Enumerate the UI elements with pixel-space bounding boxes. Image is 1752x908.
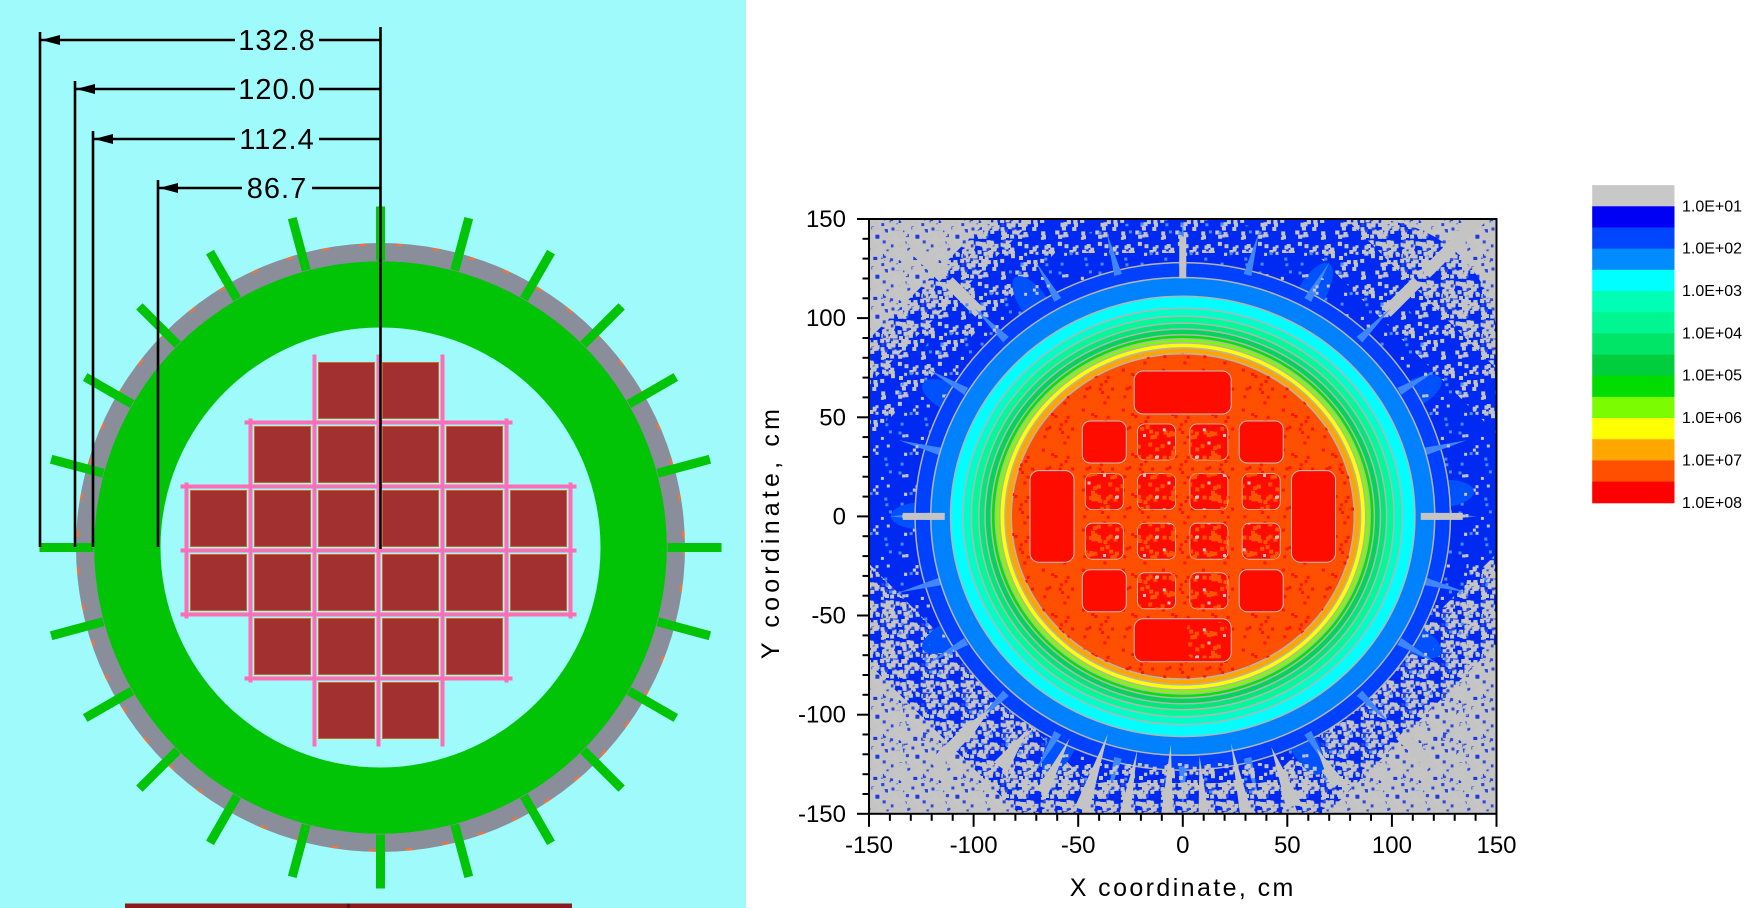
svg-text:-150: -150 [845, 832, 893, 859]
svg-text:1.0E+01: 1.0E+01 [1682, 198, 1742, 215]
svg-text:1.0E+07: 1.0E+07 [1682, 452, 1742, 469]
svg-text:-50: -50 [1061, 832, 1096, 859]
svg-text:-100: -100 [950, 832, 998, 859]
svg-text:1.0E+06: 1.0E+06 [1682, 410, 1742, 427]
svg-text:100: 100 [806, 305, 846, 332]
svg-text:0: 0 [1176, 832, 1189, 859]
svg-text:112.4: 112.4 [239, 124, 314, 156]
svg-text:86.7: 86.7 [247, 173, 307, 205]
svg-text:1.0E+03: 1.0E+03 [1682, 283, 1742, 300]
svg-text:50: 50 [1274, 832, 1301, 859]
svg-text:X coordinate, cm: X coordinate, cm [1070, 874, 1296, 902]
svg-text:0: 0 [833, 503, 846, 530]
svg-text:1.0E+02: 1.0E+02 [1682, 241, 1742, 258]
svg-text:-50: -50 [811, 603, 846, 630]
svg-text:50: 50 [819, 404, 846, 431]
svg-text:-150: -150 [798, 801, 846, 828]
svg-text:Y coordinate, cm: Y coordinate, cm [757, 405, 785, 659]
svg-text:100: 100 [1372, 832, 1412, 859]
svg-text:-100: -100 [798, 702, 846, 729]
svg-text:150: 150 [806, 206, 846, 233]
svg-text:1.0E+08: 1.0E+08 [1682, 495, 1742, 512]
svg-text:1.0E+04: 1.0E+04 [1682, 325, 1742, 342]
svg-text:132.8: 132.8 [238, 25, 316, 57]
svg-text:150: 150 [1476, 832, 1516, 859]
svg-text:1.0E+05: 1.0E+05 [1682, 368, 1742, 385]
svg-text:120.0: 120.0 [238, 74, 316, 106]
